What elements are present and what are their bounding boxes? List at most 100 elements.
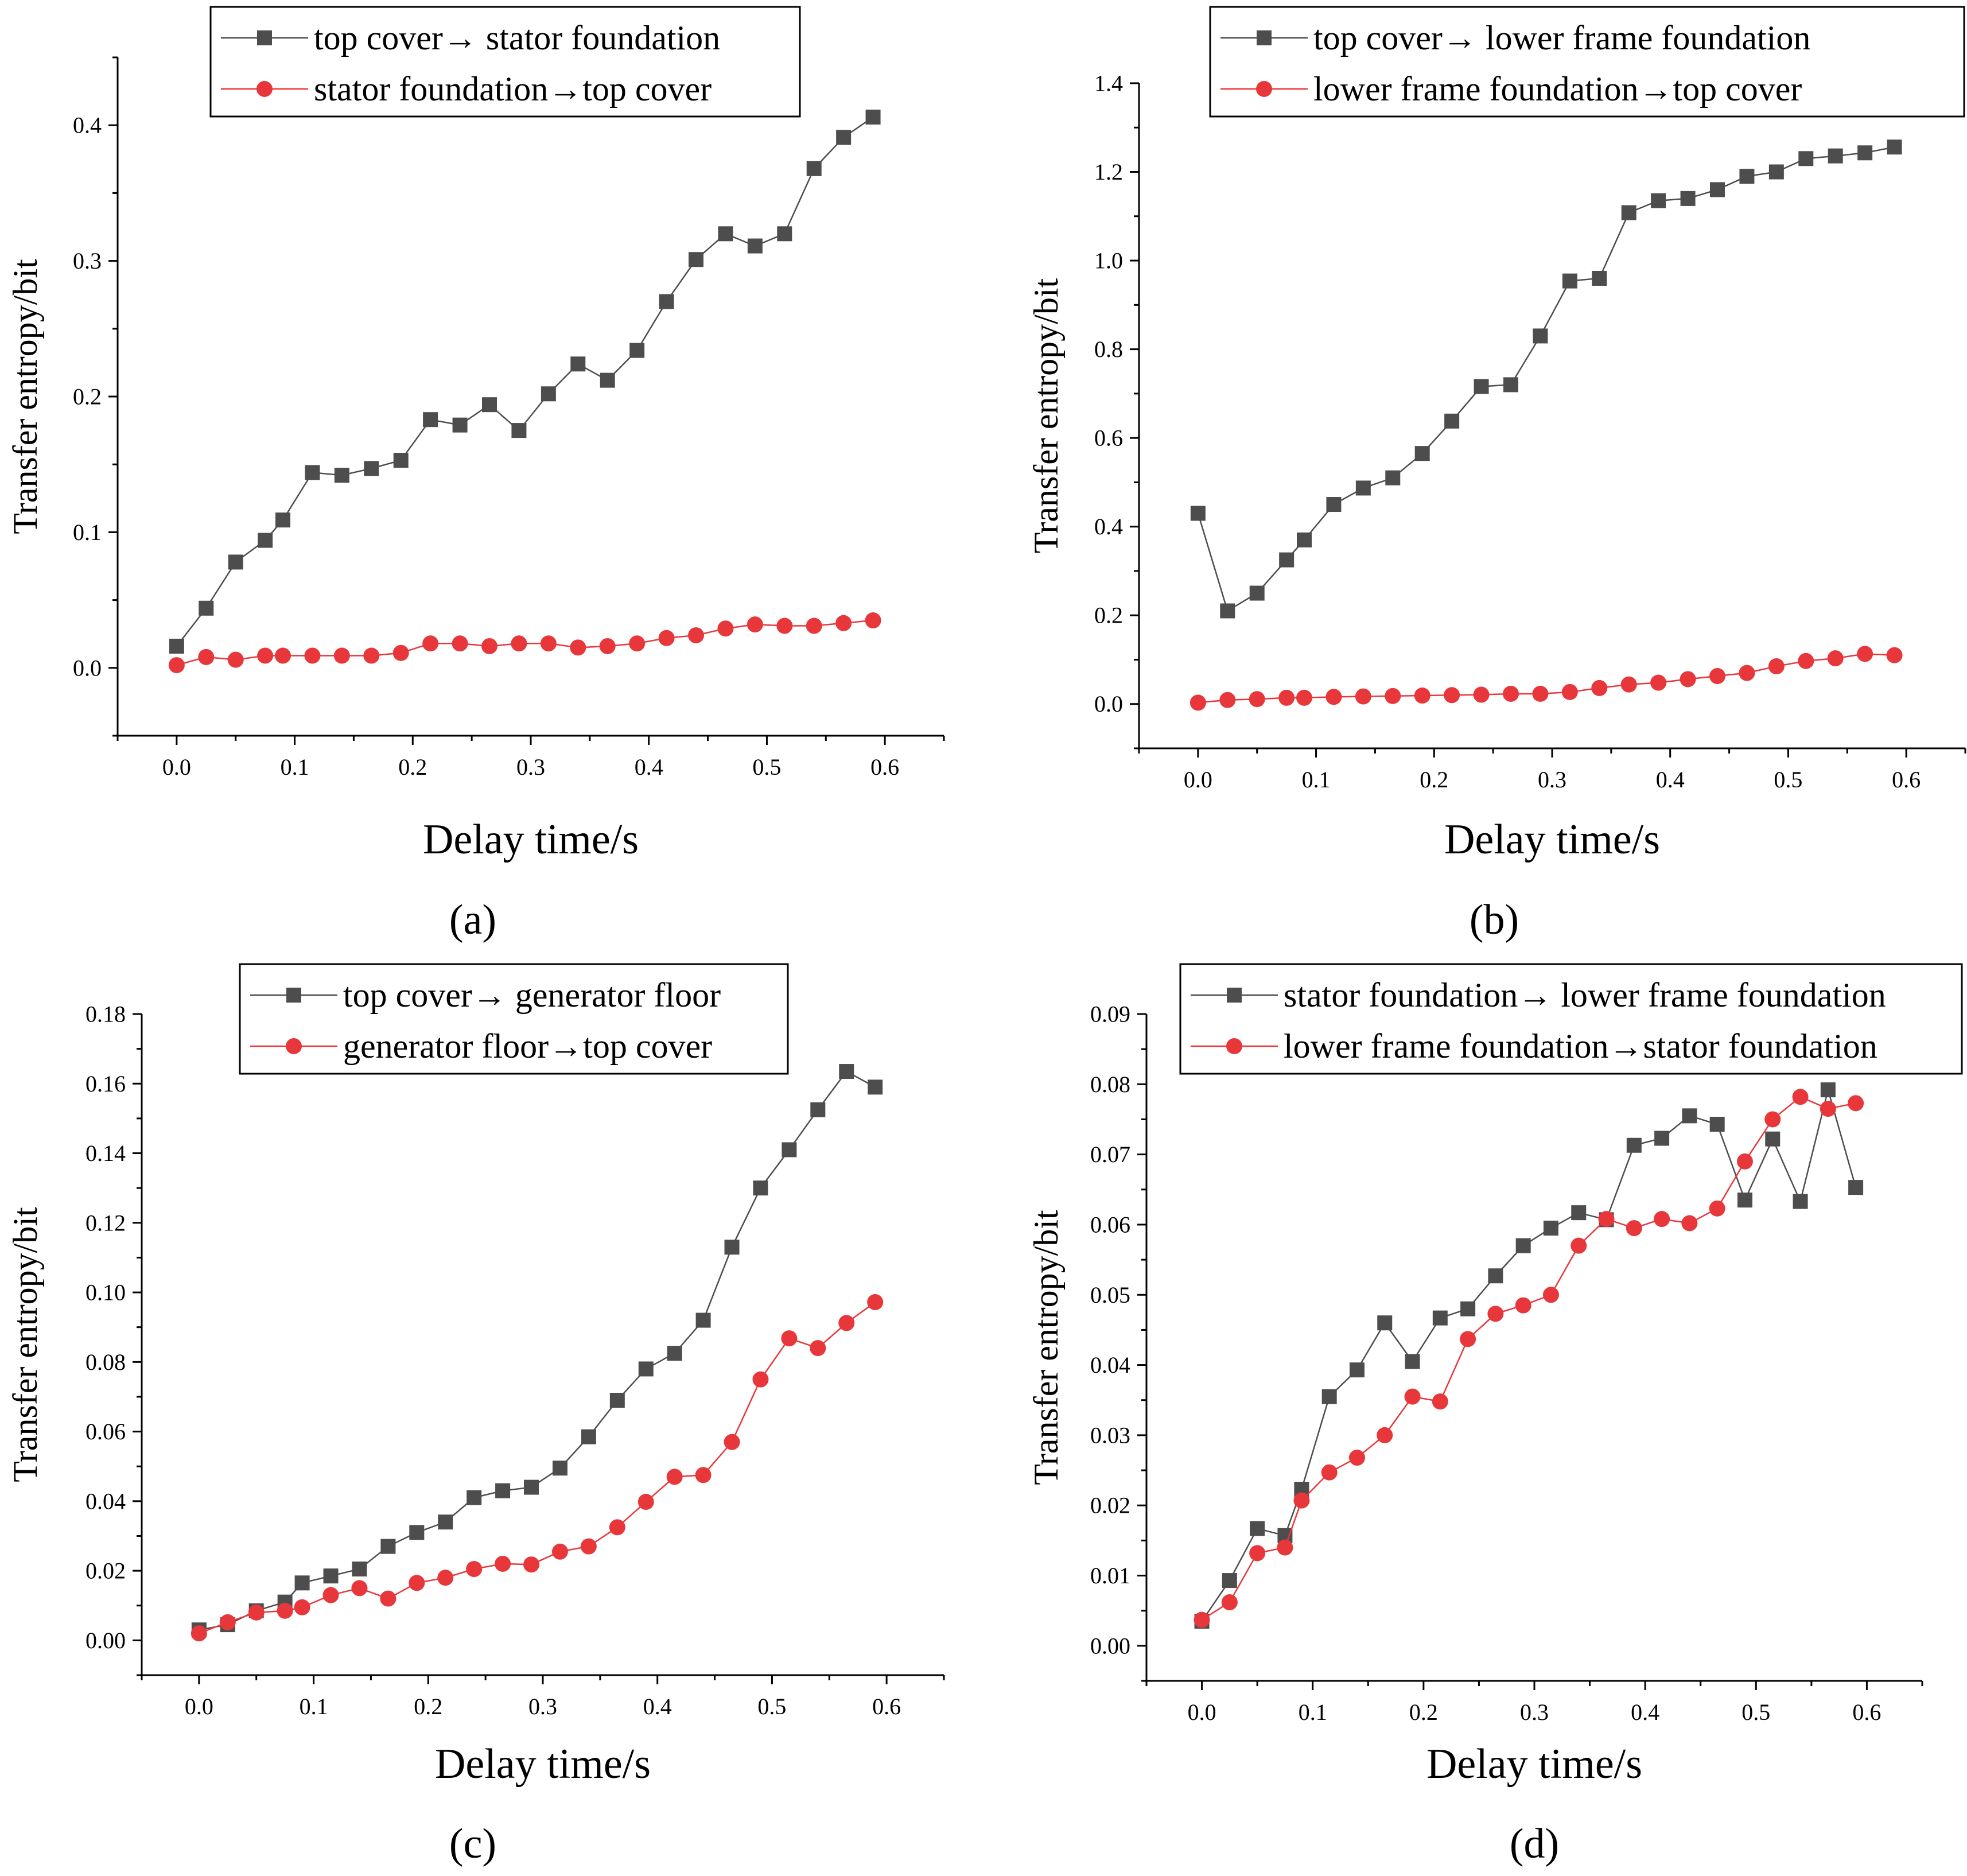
legend-label: stator foundation→top cover [314,70,712,108]
legend: top cover→ generator floor generator floo… [239,963,789,1075]
data-point [482,397,497,413]
x-tick-label: 0.1 [1302,767,1331,793]
panel-caption: (c) [449,1820,496,1867]
data-point [1532,685,1549,702]
data-point [1279,552,1295,568]
data-point [776,617,793,634]
data-point [169,638,184,654]
legend-entry: stator foundation→ lower frame foundatio… [1191,976,1886,1014]
data-point [199,600,214,616]
data-point [695,1467,712,1483]
data-point [1219,692,1236,708]
data-point [1820,1082,1836,1098]
data-point [1739,169,1755,184]
y-tick-label: 0.6 [1094,425,1123,451]
data-point [1325,689,1342,705]
y-tick-label: 0.14 [85,1140,126,1166]
x-tick-label: 0.3 [516,754,545,780]
data-point [227,651,244,668]
data-point [638,1361,654,1377]
data-point [781,1330,798,1347]
x-tick-label: 0.5 [757,1694,786,1719]
data-point [865,612,881,629]
data-point [467,1490,482,1505]
data-point [1886,647,1903,663]
series-reverse [191,1294,884,1642]
data-point [609,1519,625,1536]
data-point [275,647,291,664]
data-point [1680,191,1696,206]
legend-box [1209,6,1965,118]
y-tick-label: 0.09 [1090,1001,1130,1027]
legend-marker [286,988,301,1003]
data-point [1828,148,1843,164]
data-point [1764,1111,1781,1128]
data-point [600,372,615,388]
data-point [1473,686,1490,703]
panel-c: 0.00 0.02 0.04 0.06 0.08 0.10 0.12 0.14 0.16 0.18… [6,963,945,1867]
series-reverse [168,612,881,674]
data-point [524,1479,539,1495]
data-point [511,635,527,652]
data-point [658,630,675,646]
data-point [1414,688,1430,704]
data-point [1515,1297,1531,1314]
data-point [1220,603,1235,619]
y-tick-label: 0.03 [1090,1422,1130,1448]
data-point [466,1561,483,1578]
data-point [380,1539,396,1554]
data-point [1827,650,1844,667]
data-point [1768,164,1784,180]
series-reverse [1189,646,1903,711]
data-point [1249,1545,1266,1562]
series-reverse [1194,1089,1864,1628]
data-point [1709,1200,1725,1217]
data-point [392,644,409,661]
y-tick-label: 0.0 [1094,691,1123,717]
data-point [629,635,646,652]
y-tick-label: 0.0 [73,655,102,681]
data-point [1626,1137,1642,1153]
data-point [1768,658,1785,675]
legend: stator foundation→ lower frame foundatio… [1179,963,1963,1075]
y-tick-label: 0.00 [1090,1633,1130,1659]
x-tick-label: 0.3 [528,1694,557,1719]
data-point [495,1555,511,1572]
x-tick-label: 0.0 [185,1694,213,1719]
data-point [1474,379,1489,394]
data-point [1349,1362,1365,1378]
data-point [1561,683,1578,700]
data-point [495,1483,511,1498]
data-point [581,1429,596,1444]
y-tick-label: 0.10 [85,1280,126,1306]
data-point [540,635,557,652]
data-point [423,412,438,428]
x-tick-label: 0.1 [1299,1699,1327,1725]
data-point [1404,1388,1421,1405]
data-point [1626,1220,1642,1237]
data-point [1793,1194,1808,1209]
x-axis-title: Delay time/s [435,1741,651,1788]
data-point [1857,646,1873,662]
panel-caption: (d) [1510,1820,1559,1867]
x-tick-label: 0.4 [1631,1699,1659,1725]
data-point [570,356,586,372]
legend-label: top cover→ generator floor [343,976,721,1014]
data-point [1709,1117,1725,1132]
data-point [1249,691,1265,708]
x-tick-label: 0.6 [1892,767,1921,793]
legend-marker [257,30,272,45]
data-point [1377,1315,1393,1331]
y-tick-label: 0.01 [1090,1563,1130,1588]
data-point [1515,1238,1531,1253]
legend-marker [1227,988,1242,1003]
data-point [753,1180,768,1196]
legend-entry: lower frame foundation→stator foundation [1191,1027,1877,1065]
data-point [689,252,703,267]
data-point [806,161,822,176]
y-tick-label: 0.18 [85,1001,126,1027]
legend-marker [1256,81,1272,97]
data-point [1798,151,1814,166]
data-point [1765,1131,1781,1147]
